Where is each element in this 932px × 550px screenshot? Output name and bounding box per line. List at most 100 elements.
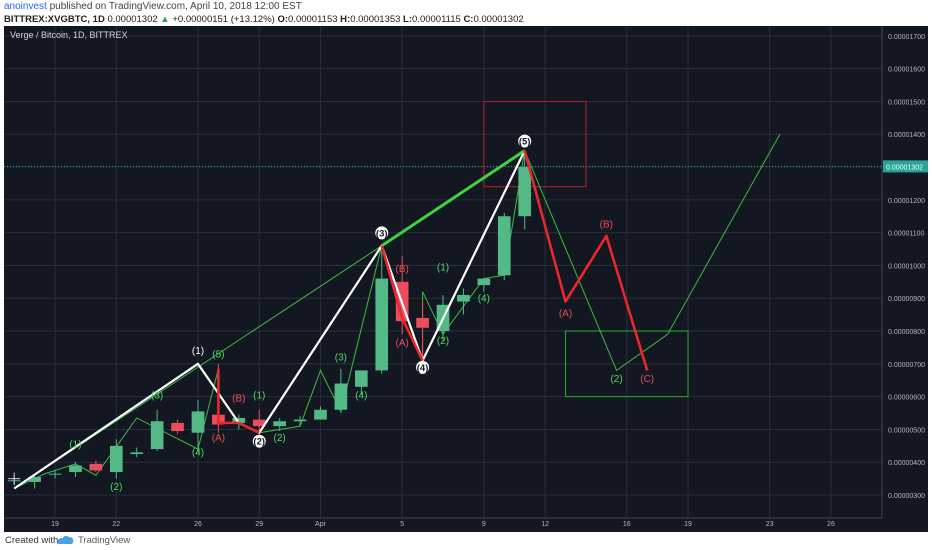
close-label: C: [463,14,474,25]
publish-info: anoinvest published on TradingView.com, … [4,0,302,14]
wave-label-badge [252,434,266,448]
wave-label: (2) [274,433,286,444]
wave-label: (B) [232,394,245,405]
symbol-label: BITTREX:XVGBTC, 1D [4,14,105,25]
candle-body [171,422,184,432]
last-price-tag-label: 0.00001302 [886,164,923,171]
candle-body [518,167,532,217]
wave-label: (B) [395,264,408,275]
candle-body [354,370,368,387]
candle-body [416,317,429,328]
candle-body [109,445,123,473]
candle-body [273,421,286,427]
candle-body [252,419,266,427]
wave-label: (3) [335,353,347,364]
price-chart[interactable]: (1) (5) (1) (2) (3) (4) (A) (B) (1) (2) (2) (3) (4) (… [4,26,928,532]
wave-label-badge [375,226,389,240]
open-value: 0.00001153 [288,14,338,25]
x-tick-label: 19 [684,521,692,528]
wave-label-badge [518,134,532,148]
wave-label: (4) [355,390,367,401]
candle-body [130,452,144,455]
open-label: O: [277,14,289,25]
candle-body [293,419,307,422]
tradingview-logo-icon [55,534,75,549]
wave-label: (1) [192,346,204,357]
y-tick-label: 0.00000900 [888,296,925,303]
candle-body [232,417,246,423]
candle-body [48,473,62,475]
candle-body [375,278,389,371]
wave-label: (4) [417,363,429,374]
wave-label: (5) [212,349,224,360]
green-wave-line [259,245,383,434]
y-tick-label: 0.00001100 [888,231,925,238]
last-price: 0.00001302 [107,14,158,25]
close-value: 0.00001302 [473,14,524,25]
high-label: H: [340,14,351,25]
wave-label: (3) [376,228,388,239]
wave-label: (5) [519,137,531,148]
y-tick-label: 0.00001200 [888,198,925,205]
x-tick-label: 23 [766,521,774,528]
x-tick-label: 22 [112,521,120,528]
y-tick-label: 0.00000500 [888,427,925,434]
green-trend-line [380,149,526,248]
low-label: L: [403,14,413,25]
high-value: 0.00001353 [350,14,401,25]
y-tick-label: 0.00001500 [888,99,925,106]
red-correction-path [523,150,649,371]
y-tick-label: 0.00001700 [888,34,925,41]
price-change: +0.00000151 (+13.12%) [172,14,275,25]
wave-label: (3) [151,390,163,401]
footer: Created with TradingView [0,532,932,550]
change-arrow-icon: ▲ [160,14,170,25]
y-tick-label: 0.00000400 [888,460,925,467]
x-tick-label: 26 [194,521,202,528]
y-tick-label: 0.00000700 [888,362,925,369]
candle-body [314,409,327,420]
wave-label-badge [416,360,430,374]
candle-body [497,216,511,276]
candle-body [191,411,205,433]
wave-label: (A) [395,338,408,349]
candle-body [150,421,164,450]
y-tick-label: 0.00001000 [888,263,925,270]
wave-label: (1) [437,262,449,273]
x-tick-label: 12 [541,521,549,528]
wave-label: (4) [192,448,204,459]
x-tick-label: 9 [482,521,486,528]
y-tick-label: 0.00000800 [888,329,925,336]
created-with-text: Created with [5,535,59,546]
author-link[interactable]: anoinvest [4,1,47,12]
wave-label: (1) [253,390,265,401]
red-correction-path [217,368,260,434]
target-box [565,330,689,398]
wave-label: (2) [437,336,449,347]
chart-title: Verge / Bitcoin, 1D, BITTREX [10,30,128,40]
candle-body [89,463,103,471]
x-tick-label: 19 [51,521,59,528]
y-tick-label: 0.00000300 [888,493,925,500]
x-tick-label: 26 [827,521,835,528]
wave-label: (C) [640,374,654,385]
x-tick-label: 29 [255,521,263,528]
wave-label: (A) [212,433,225,444]
candle-body [334,383,348,410]
tradingview-brand[interactable]: TradingView [78,535,131,546]
low-value: 0.00001115 [412,14,461,25]
wave-label: (2) [110,482,122,493]
x-tick-label: 5 [400,521,404,528]
wave-label: (B) [600,220,613,231]
candle-body [69,465,82,473]
x-tick-label: 16 [623,521,631,528]
wave-label: (1) [69,439,81,450]
publish-text: published on TradingView.com, April 10, … [49,1,302,12]
wave-label: (4) [478,294,490,305]
candle-body [457,294,470,302]
chart-area[interactable]: (1) (5) (1) (2) (3) (4) (A) (B) (1) (2) (2) (3) (4) (… [4,26,928,532]
last-price-tag [883,160,928,173]
ohlc-bar: BITTREX:XVGBTC, 1D 0.00001302 ▲ +0.00000… [4,13,524,26]
y-tick-label: 0.00001600 [888,67,925,74]
wave-label: (2) [610,374,622,385]
